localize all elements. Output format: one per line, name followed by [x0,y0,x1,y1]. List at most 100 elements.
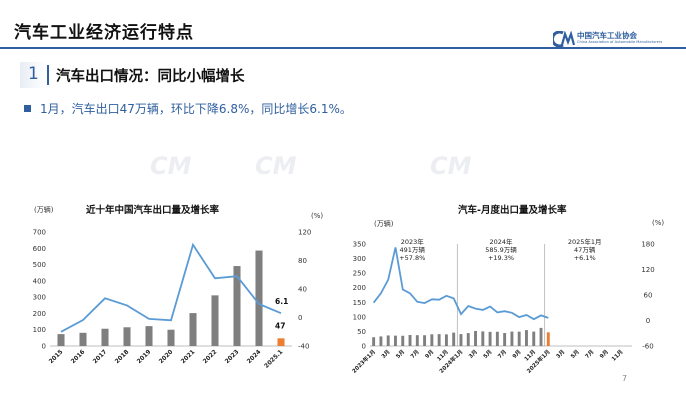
y-left-tick-label: 300 [353,255,366,263]
chart2-right-unit: (%) [652,219,665,227]
caam-logo-icon [553,31,575,47]
bar [430,334,434,346]
bar [372,337,376,346]
x-tick-label: 3月 [379,348,391,360]
x-tick-label: 3月 [467,348,479,360]
bar [123,327,131,346]
summary-bullet: 1月，汽车出口47万辆，环比下降6.8%，同比增长6.1%。 [24,100,352,117]
x-tick-label: 9月 [423,348,435,360]
x-tick-label: 11月 [610,348,625,363]
x-tick-label: 7月 [496,348,508,360]
page-number: 7 [622,374,628,383]
bar [532,331,536,346]
growth-rate-line [60,242,282,333]
annotation-text: 2023年 [401,237,425,246]
bar [525,330,528,346]
summary-text: 1月，汽车出口47万辆，环比下降6.8%，同比增长6.1%。 [40,102,352,116]
y-left-tick-label: 200 [33,310,46,318]
bar [145,326,153,346]
bar [510,331,514,346]
x-tick-label: 2022 [202,348,219,365]
bar [386,335,390,346]
bar [167,329,175,346]
x-tick-label: 2023年1月 [350,348,377,375]
data-label: 47 [275,321,285,330]
x-tick-label: 2015 [48,348,65,365]
x-tick-label: 9月 [598,348,610,360]
bar [466,333,470,346]
bar [379,336,383,346]
page-title: 汽车工业经济运行特点 [14,23,194,43]
chart2-title: 汽车-月度出口量及增长率 [458,205,567,216]
y-left-tick-label: 250 [353,270,366,278]
logo-en-text: China Association of Automobile Manufact… [577,40,663,44]
x-tick-label: 2024 [246,348,263,365]
bar [488,331,492,346]
y-right-tick-label: 0 [646,317,650,325]
x-tick-label: 2021 [180,348,197,365]
section-heading: 1 汽车出口情况：同比小幅增长 [20,62,270,88]
logo: 中国汽车工业协会 China Association of Automobile… [553,30,673,48]
chart1-right-unit: (%) [311,212,324,220]
bar [437,334,441,346]
bar [452,332,456,346]
x-tick-label: 2016 [70,348,87,365]
y-left-tick-label: 0 [362,343,366,351]
y-left-tick-label: 500 [33,261,46,269]
annotation-text: 585.9万辆 [485,245,517,254]
y-left-tick-label: 200 [353,284,366,292]
y-right-tick-label: 120 [641,266,654,274]
y-right-tick-label: -40 [298,343,309,351]
chart2-monthly-exports: 0 50 100 150 200 250 300 350 -60 0 60 120 180 2023年49… [350,237,655,375]
x-tick-label: 7月 [408,348,420,360]
data-label: 6.1 [275,297,288,306]
bar [401,335,405,346]
growth-rate-line [372,247,549,321]
watermark: CM [255,152,297,180]
section-number: 1 [28,64,39,84]
chart1-left-unit: (万辆) [34,206,54,214]
x-tick-label: 2017 [92,348,109,365]
bar [415,335,419,346]
annotation-text: +57.8% [399,254,425,262]
bar [189,313,197,346]
y-right-tick-label: 180 [641,241,654,249]
bar [495,331,499,346]
x-tick-label: 3月 [554,348,566,360]
bar [539,327,543,346]
bar [546,332,550,346]
watermark: CM [430,152,472,180]
x-tick-label: 7月 [583,348,595,360]
y-left-tick-label: 350 [353,241,366,249]
bullet-square-icon [24,105,31,112]
bar [394,335,397,346]
bar [474,330,477,346]
y-left-tick-label: 50 [357,328,366,336]
y-left-tick-label: 600 [33,245,46,253]
annotation-text: 47万辆 [574,245,596,254]
bar [255,250,263,346]
annotation-text: 491万辆 [400,245,426,254]
x-tick-label: 9月 [510,348,522,360]
bar [423,335,427,346]
bar [459,334,463,346]
annotation-text: 2025年1月 [568,237,602,246]
y-left-tick-label: 400 [33,277,46,285]
y-left-tick-label: 0 [42,343,46,351]
bar [444,334,448,346]
y-left-tick-label: 100 [353,313,366,321]
x-tick-label: 5月 [569,348,581,360]
section-divider [47,65,49,85]
watermark: CM [150,152,192,180]
x-tick-label: 2025.1 [263,348,284,369]
chart1-title: 近十年中国汽车出口量及增长率 [86,205,220,216]
annotation-text: 2024年 [489,237,513,246]
y-left-tick-label: 300 [33,294,46,302]
x-tick-label: 2018 [114,348,131,365]
section-title: 汽车出口情况：同比小幅增长 [56,69,245,85]
bar [503,333,507,346]
bar [481,331,485,346]
y-left-tick-label: 100 [33,326,46,334]
bar [277,338,285,346]
logo-cn-text: 中国汽车工业协会 [577,31,637,40]
